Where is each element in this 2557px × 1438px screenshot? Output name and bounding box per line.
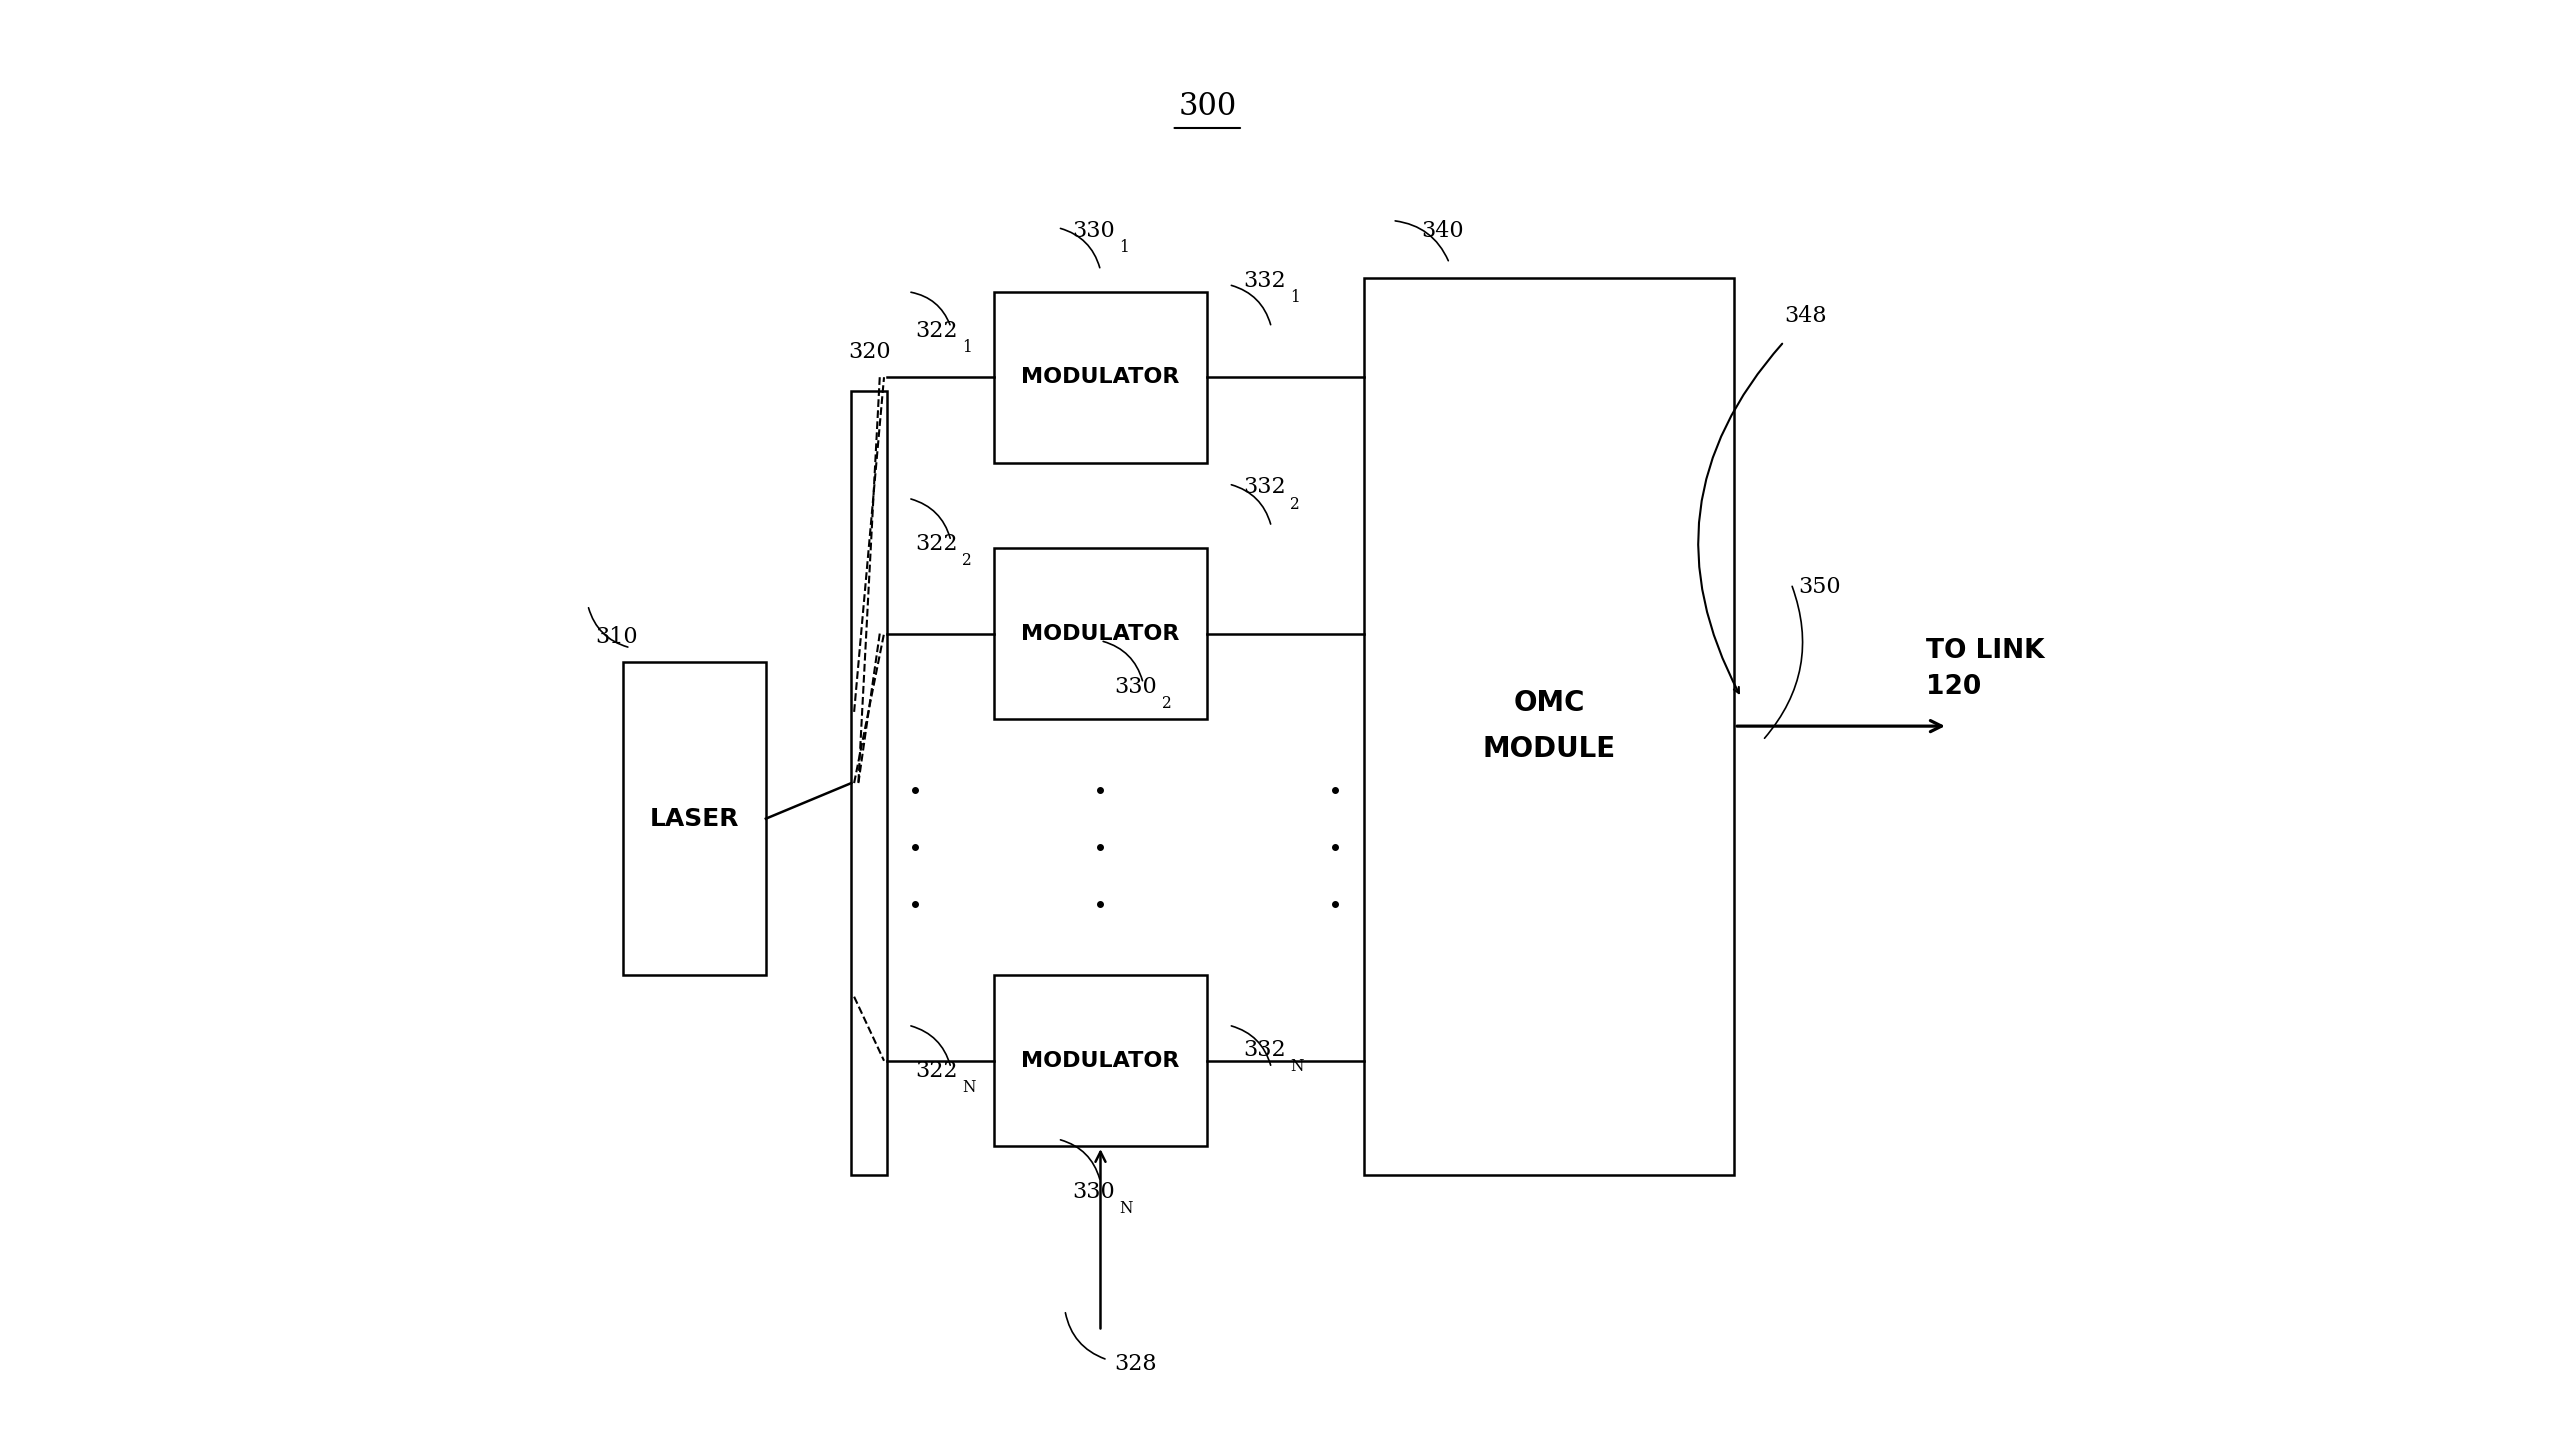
Text: 350: 350 [1798,577,1841,598]
Text: 322: 322 [915,1060,959,1083]
Text: 1: 1 [1289,289,1299,306]
Text: TO LINK
120: TO LINK 120 [1925,638,2046,700]
FancyBboxPatch shape [1363,278,1734,1175]
Text: 332: 332 [1243,270,1286,292]
FancyBboxPatch shape [851,391,887,1175]
Text: 330: 330 [1115,676,1158,697]
Text: 310: 310 [596,626,637,647]
Text: 332: 332 [1243,476,1286,498]
FancyBboxPatch shape [995,292,1207,463]
Text: 332: 332 [1243,1038,1286,1061]
Text: MODULATOR: MODULATOR [1020,1051,1179,1071]
Text: N: N [1120,1201,1133,1218]
Text: MODULATOR: MODULATOR [1020,367,1179,387]
FancyBboxPatch shape [995,548,1207,719]
Text: 2: 2 [961,552,972,569]
Text: 320: 320 [849,341,890,362]
Text: 328: 328 [1115,1353,1158,1375]
Text: 300: 300 [1179,91,1238,122]
FancyBboxPatch shape [624,661,765,975]
Text: LASER: LASER [649,807,739,831]
Text: OMC
MODULE: OMC MODULE [1483,689,1616,764]
Text: 1: 1 [1120,239,1128,256]
Text: 2: 2 [1289,496,1299,512]
Text: 330: 330 [1071,1181,1115,1204]
Text: 322: 322 [915,533,959,555]
Text: 330: 330 [1071,220,1115,242]
Text: 1: 1 [961,339,972,355]
Text: 340: 340 [1422,220,1463,242]
Text: N: N [961,1080,977,1096]
Text: 348: 348 [1785,305,1826,328]
Text: 2: 2 [1161,695,1171,712]
Text: MODULATOR: MODULATOR [1020,624,1179,644]
FancyBboxPatch shape [995,975,1207,1146]
Text: N: N [1289,1058,1304,1076]
Text: 322: 322 [915,319,959,342]
